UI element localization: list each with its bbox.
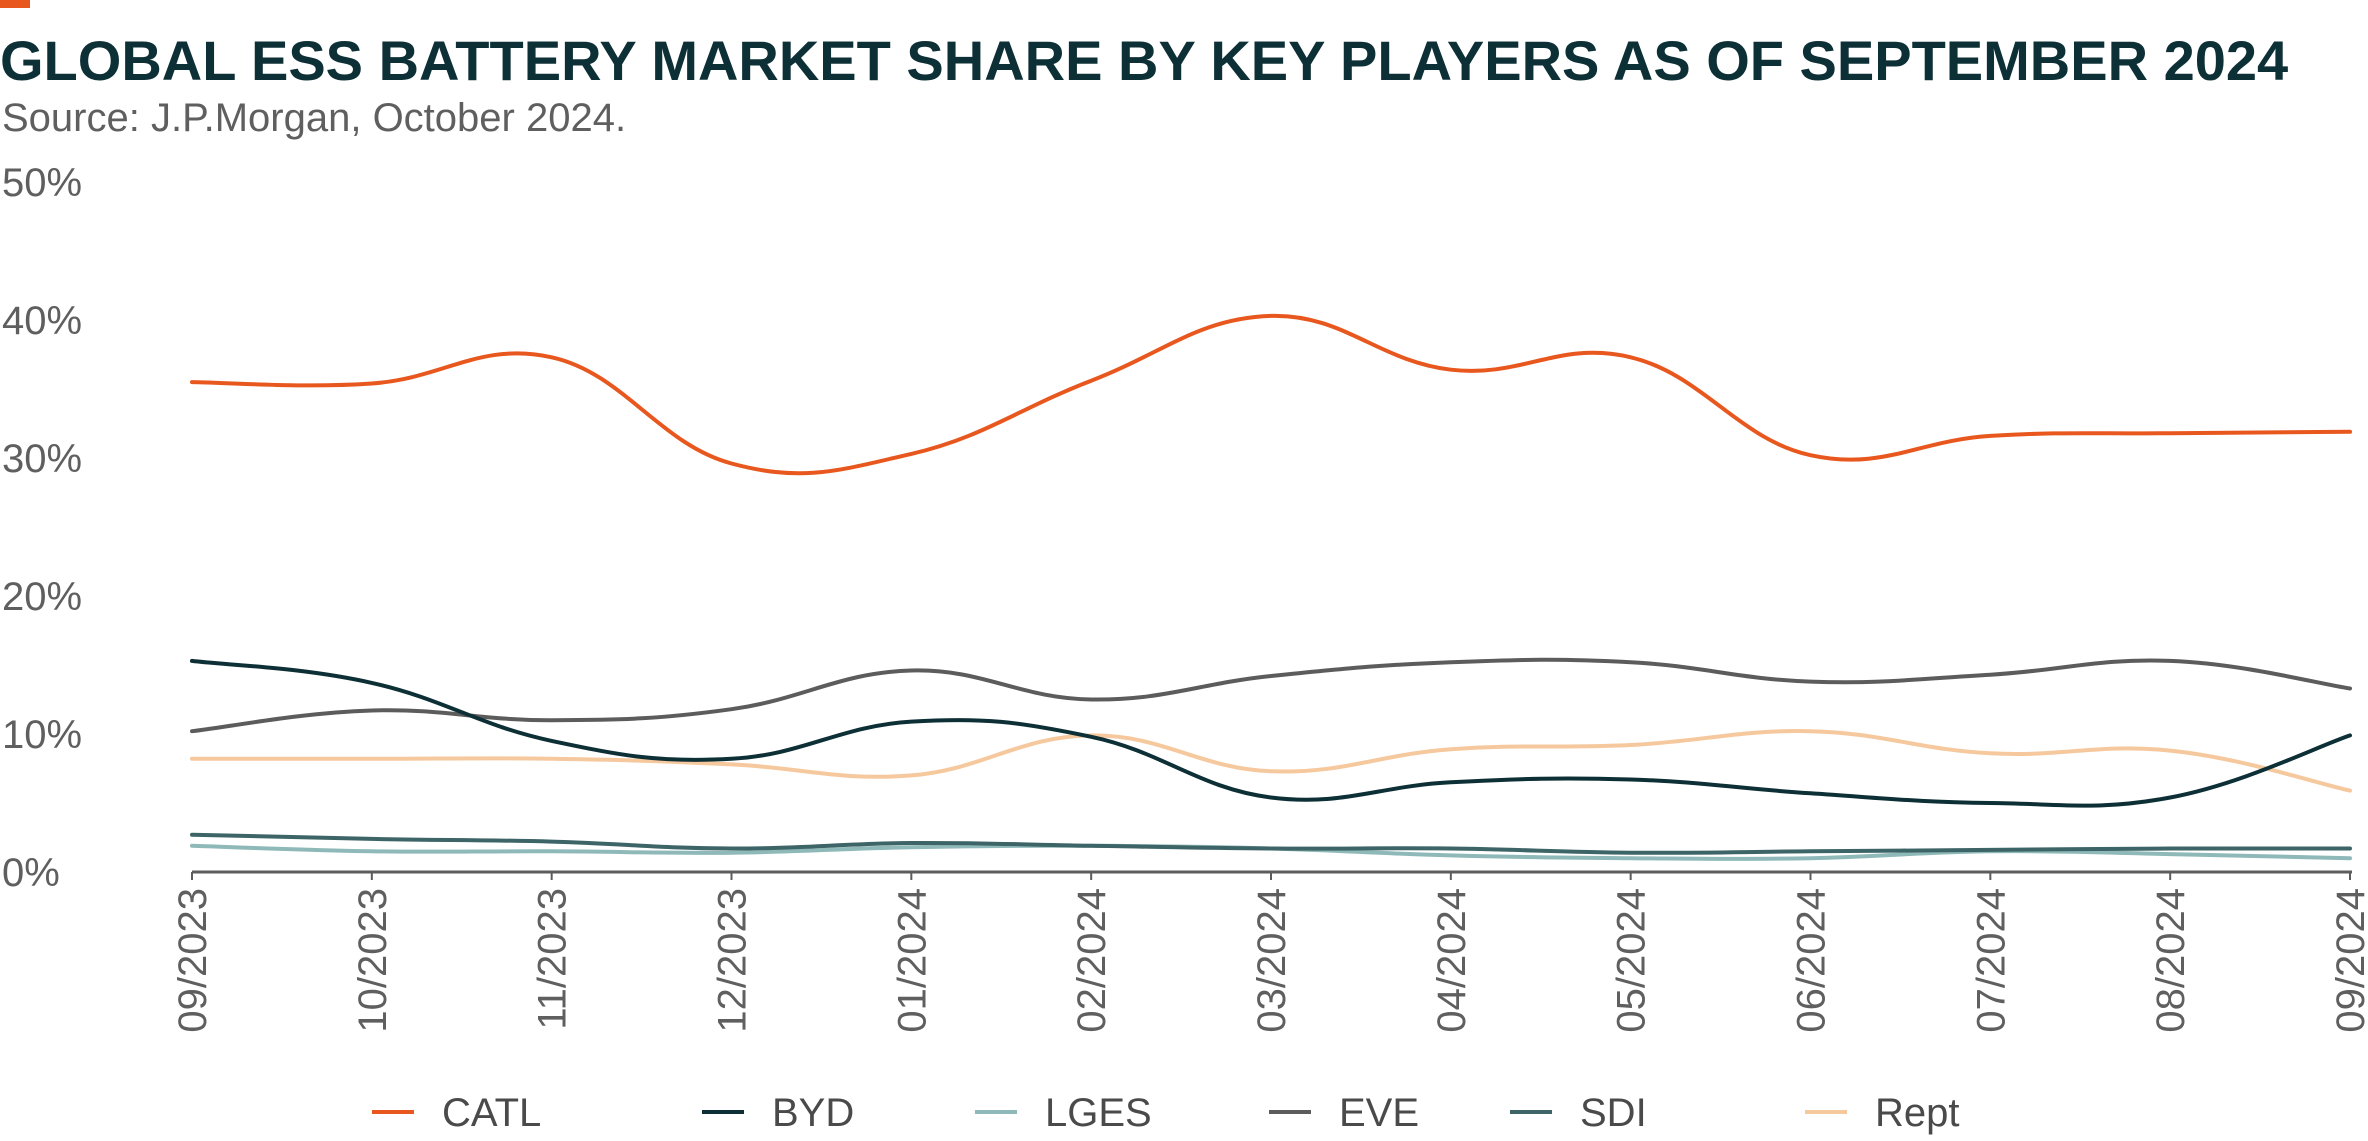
x-tick-label: 07/2024 [1969,888,2013,1033]
legend-item-catl: CATL [372,1091,541,1135]
y-axis-ticks: 0% 10% 20% 30% 40% 50% [2,161,82,895]
series-line-rept [190,729,2352,793]
x-axis-ticks: 09/2023 10/2023 11/2023 12/2023 01/2024 02/20… [171,872,2368,1033]
x-tick-label: 09/2023 [171,888,215,1033]
x-tick-label: 01/2024 [890,888,934,1033]
series-line-byd [190,658,2352,808]
chart-subtitle: Source: J.P.Morgan, October 2024. [2,96,627,140]
legend-item-byd: BYD [702,1091,854,1135]
y-tick-label: 10% [2,713,82,757]
y-tick-label: 0% [2,851,60,895]
series-line-eve [190,657,2352,734]
series-line-catl [190,313,2352,476]
legend-item-lges: LGES [975,1091,1152,1135]
legend-label: CATL [442,1091,541,1135]
y-tick-label: 50% [2,161,82,205]
legend-item-rept: Rept [1805,1091,1960,1135]
x-tick-label: 09/2024 [2329,888,2368,1033]
legend-item-sdi: SDI [1510,1091,1647,1135]
y-tick-label: 40% [2,299,82,343]
legend-label: BYD [772,1091,854,1135]
y-tick-label: 20% [2,575,82,619]
x-tick-label: 11/2023 [531,888,575,1030]
legend-label: Rept [1875,1091,1960,1135]
x-tick-label: 06/2024 [1790,888,1834,1033]
y-tick-label: 30% [2,437,82,481]
accent-bar [0,0,30,8]
legend-label: SDI [1580,1091,1647,1135]
x-tick-label: 04/2024 [1430,888,1474,1033]
x-tick-label: 02/2024 [1070,888,1114,1033]
series-lines [190,313,2352,861]
x-tick-label: 08/2024 [2149,888,2193,1033]
x-tick-label: 10/2023 [351,888,395,1033]
legend-label: EVE [1339,1091,1419,1135]
x-tick-label: 12/2023 [711,888,755,1033]
legend-item-eve: EVE [1269,1091,1419,1135]
legend-label: LGES [1045,1091,1152,1135]
chart-title: GLOBAL ESS BATTERY MARKET SHARE BY KEY P… [0,29,2289,92]
x-tick-label: 03/2024 [1250,888,1294,1033]
x-tick-label: 05/2024 [1610,888,1654,1033]
legend: CATL BYD LGES EVE SDI Rept [372,1091,1960,1135]
series-line-sdi [190,832,2352,855]
